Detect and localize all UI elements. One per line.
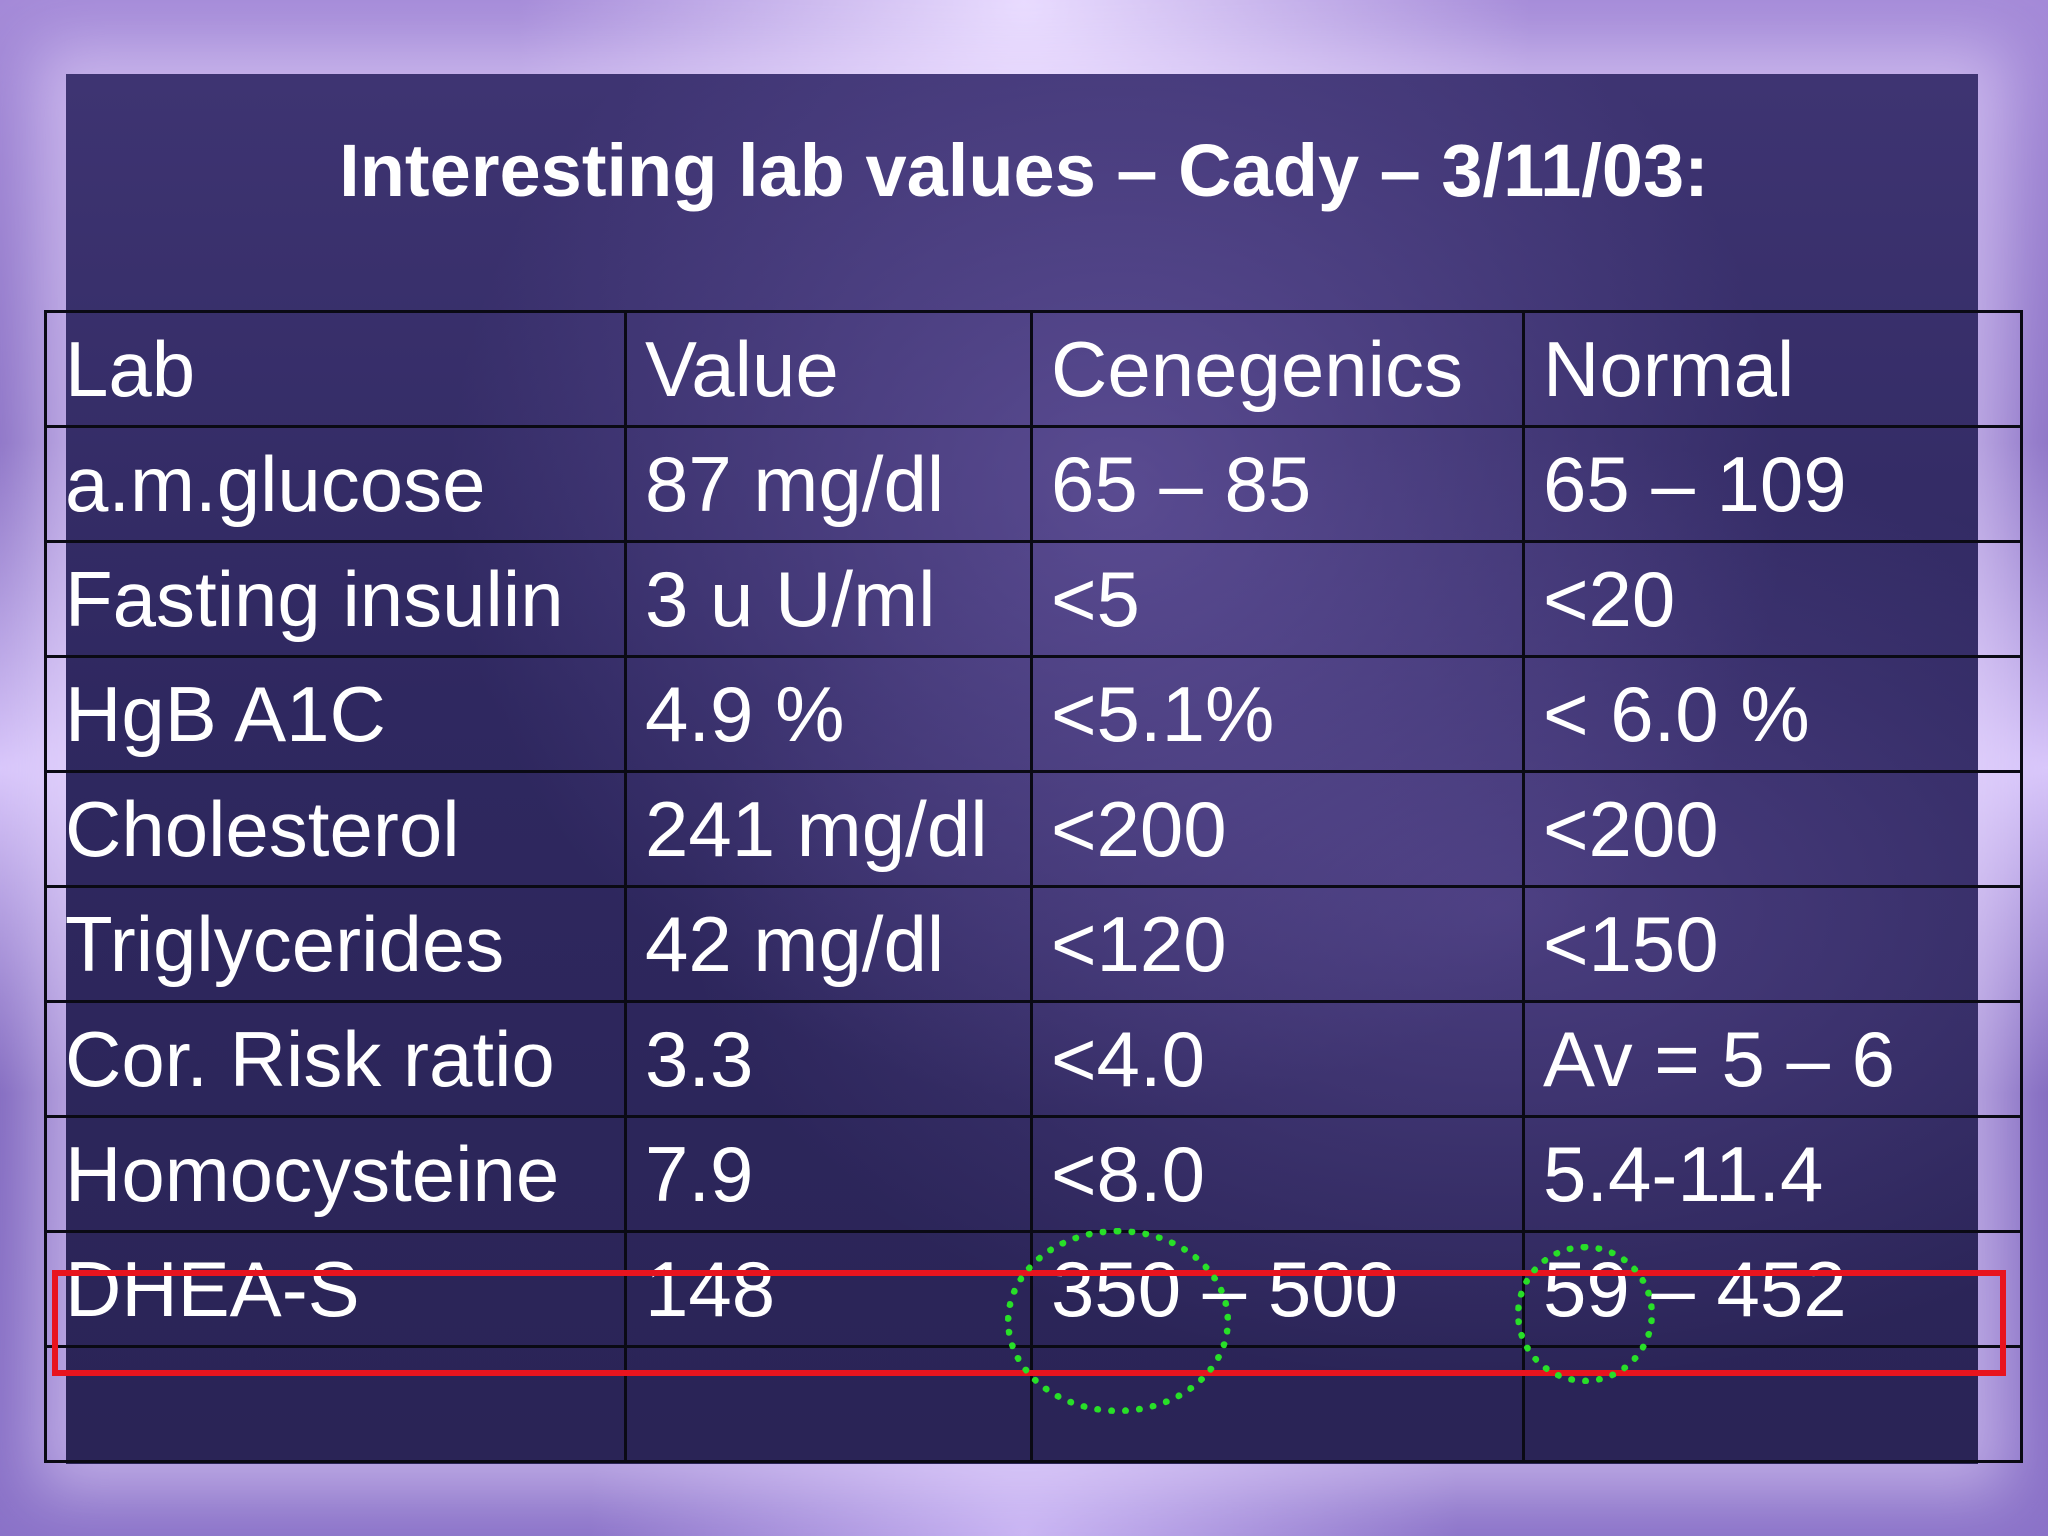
slide-title: Interesting lab values – Cady – 3/11/03: xyxy=(339,129,1709,212)
cenegenics-cell: <4.0 xyxy=(1030,1000,1525,1118)
value-cell: 3 u U/ml xyxy=(624,540,1033,658)
green-dotted-circle-cenegenics xyxy=(1005,1228,1231,1414)
normal-cell: <20 xyxy=(1522,540,2023,658)
lab-cell: Triglycerides xyxy=(44,885,627,1003)
table-row: Cor. Risk ratio 3.3 <4.0 Av = 5 – 6 xyxy=(44,1000,2023,1118)
value-cell: 87 mg/dl xyxy=(624,425,1033,543)
cenegenics-cell: <5.1% xyxy=(1030,655,1525,773)
value-cell: 42 mg/dl xyxy=(624,885,1033,1003)
table-row: HgB A1C 4.9 % <5.1% < 6.0 % xyxy=(44,655,2023,773)
cenegenics-cell: <8.0 xyxy=(1030,1115,1525,1233)
lab-cell: DHEA-S xyxy=(44,1230,627,1348)
table-row: a.m.glucose 87 mg/dl 65 – 85 65 – 109 xyxy=(44,425,2023,543)
lab-cell: Cholesterol xyxy=(44,770,627,888)
normal-cell: 5.4-11.4 xyxy=(1522,1115,2023,1233)
value-cell: 148 xyxy=(624,1230,1033,1348)
header-lab: Lab xyxy=(44,310,627,428)
normal-cell: Av = 5 – 6 xyxy=(1522,1000,2023,1118)
header-normal: Normal xyxy=(1522,310,2023,428)
lab-cell: Cor. Risk ratio xyxy=(44,1000,627,1118)
normal-cell: <150 xyxy=(1522,885,2023,1003)
value-cell: 3.3 xyxy=(624,1000,1033,1118)
value-cell: 241 mg/dl xyxy=(624,770,1033,888)
normal-cell: 65 – 109 xyxy=(1522,425,2023,543)
table-row: Cholesterol 241 mg/dl <200 <200 xyxy=(44,770,2023,888)
header-value: Value xyxy=(624,310,1033,428)
lab-cell: HgB A1C xyxy=(44,655,627,773)
green-dotted-circle-normal xyxy=(1515,1244,1655,1384)
header-cenegenics: Cenegenics xyxy=(1030,310,1525,428)
value-cell: 4.9 % xyxy=(624,655,1033,773)
table-row: Fasting insulin 3 u U/ml <5 <20 xyxy=(44,540,2023,658)
lab-cell: Fasting insulin xyxy=(44,540,627,658)
lab-cell: a.m.glucose xyxy=(44,425,627,543)
normal-cell: <200 xyxy=(1522,770,2023,888)
table-header-row: Lab Value Cenegenics Normal xyxy=(44,310,2023,428)
value-cell xyxy=(624,1345,1033,1463)
table-row: Homocysteine 7.9 <8.0 5.4-11.4 xyxy=(44,1115,2023,1233)
lab-values-table: Lab Value Cenegenics Normal a.m.glucose … xyxy=(44,310,2023,1463)
cenegenics-cell: <120 xyxy=(1030,885,1525,1003)
normal-cell: < 6.0 % xyxy=(1522,655,2023,773)
table-row: Triglycerides 42 mg/dl <120 <150 xyxy=(44,885,2023,1003)
cenegenics-cell: 65 – 85 xyxy=(1030,425,1525,543)
cenegenics-cell: <200 xyxy=(1030,770,1525,888)
cenegenics-cell: <5 xyxy=(1030,540,1525,658)
lab-cell: Homocysteine xyxy=(44,1115,627,1233)
value-cell: 7.9 xyxy=(624,1115,1033,1233)
lab-cell xyxy=(44,1345,627,1463)
